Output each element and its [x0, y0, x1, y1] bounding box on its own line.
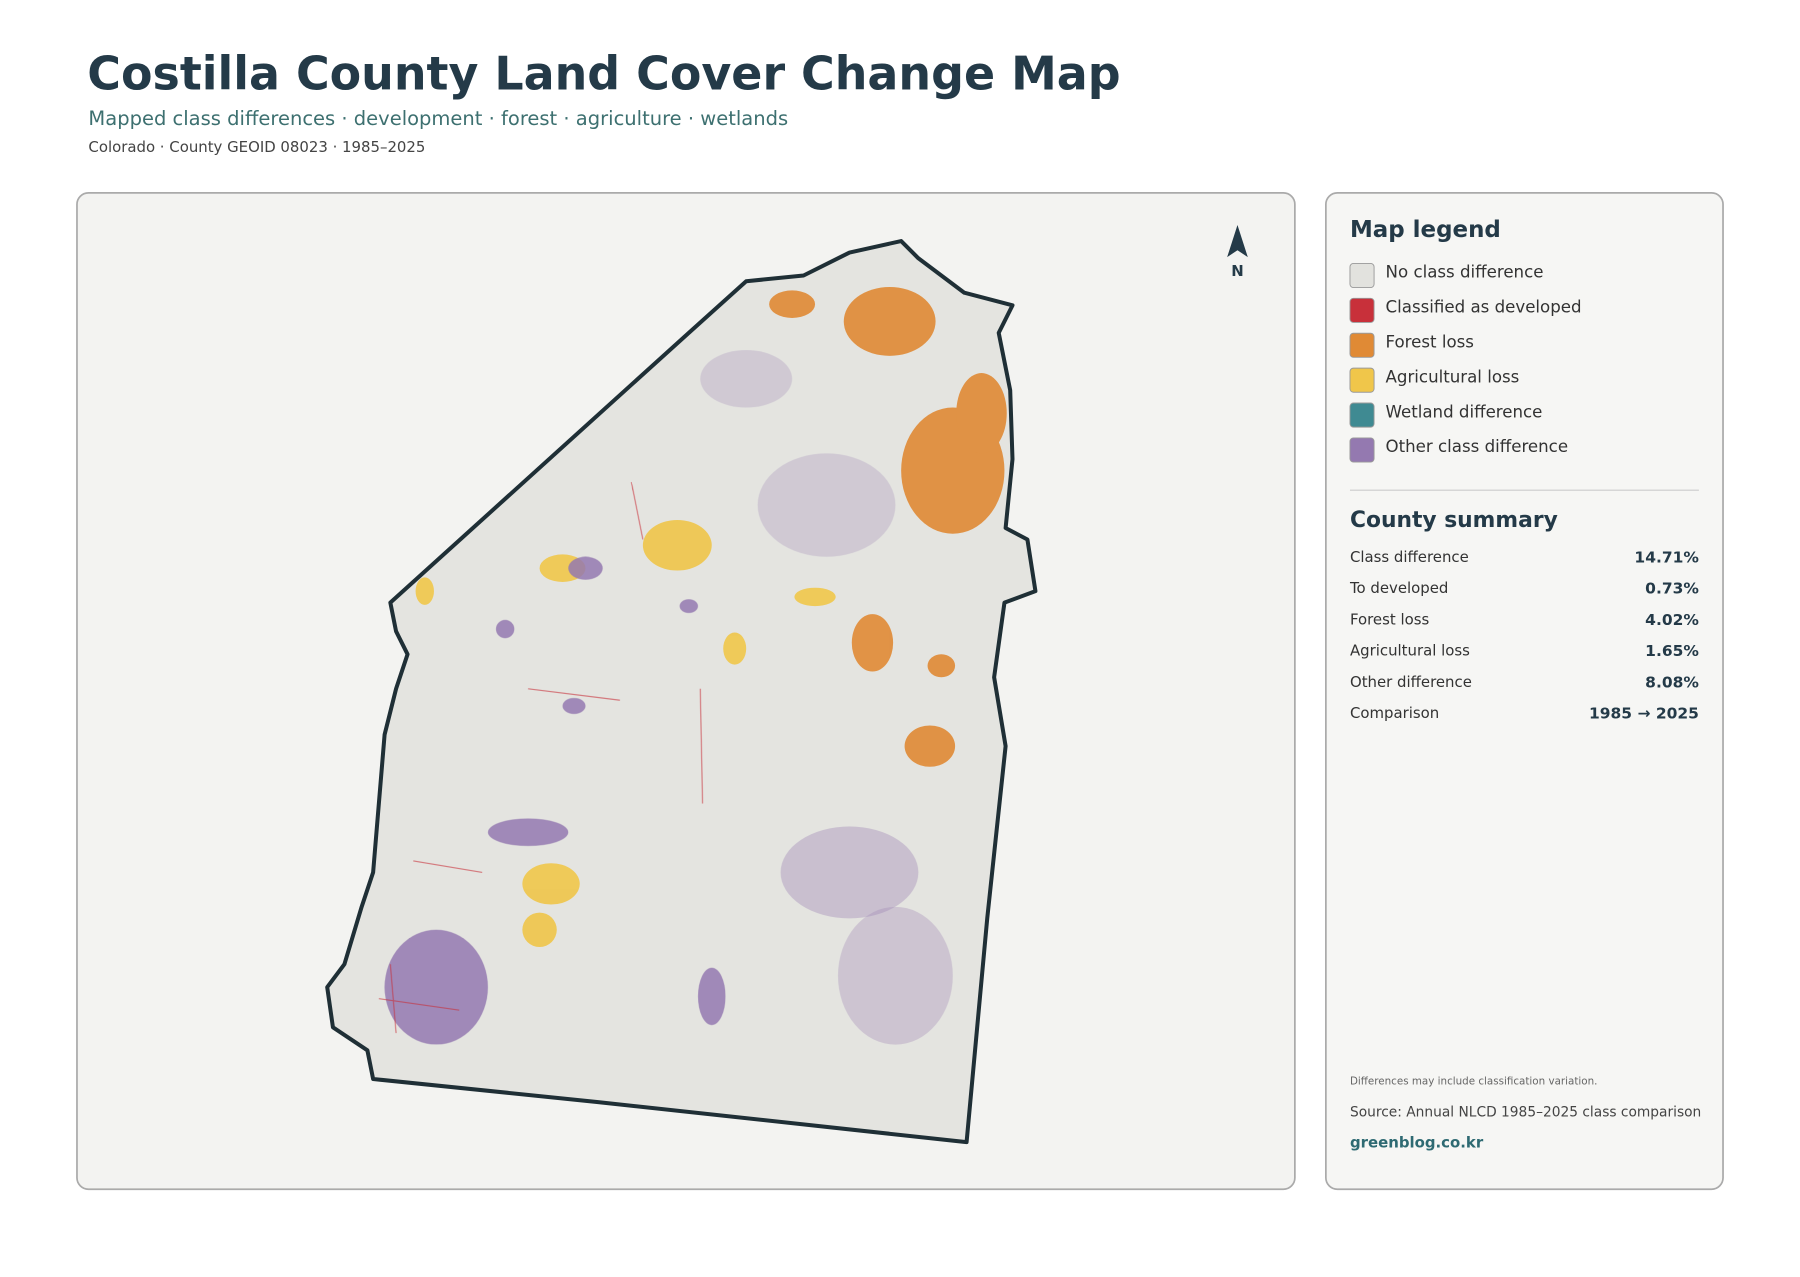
legend-swatch	[1349, 402, 1375, 428]
legend-swatch	[1349, 367, 1375, 393]
source: Source: Annual NLCD 1985–2025 class comp…	[1350, 1104, 1701, 1120]
legend-swatch	[1349, 332, 1375, 358]
meta: Colorado · County GEOID 08023 · 1985–202…	[88, 138, 425, 156]
summary-value: 1.65%	[1645, 642, 1699, 660]
summary: Class difference 14.71% To developed 0.73% F…	[1349, 548, 1699, 723]
north-arrow	[1227, 224, 1248, 258]
legend-label: Classified as developed	[1386, 298, 1582, 317]
summary-title: County summary	[1350, 508, 1558, 533]
title: Costilla County Land Cover Change Map	[87, 46, 1120, 100]
legend-swatch	[1349, 437, 1375, 463]
summary-label: Comparison	[1350, 704, 1439, 722]
developed-lines	[378, 481, 704, 1034]
legend-swatch	[1349, 262, 1375, 289]
legend: No class difference Classified as develop…	[1349, 262, 1582, 463]
legend-label: No class difference	[1386, 263, 1544, 282]
summary-value: 0.73%	[1645, 580, 1699, 598]
summary-label: Class difference	[1350, 548, 1469, 566]
legend-label: Agricultural loss	[1386, 367, 1520, 386]
summary-label: To developed	[1349, 579, 1448, 597]
county-shape	[325, 239, 1038, 1145]
legend-swatch	[1349, 297, 1375, 323]
county-map: N	[325, 224, 1248, 1145]
summary-label: Agricultural loss	[1350, 642, 1470, 660]
caveat: Differences may include classification v…	[1350, 1075, 1597, 1087]
subtitle: Mapped class differences · development ·…	[88, 107, 788, 130]
legend-label: Forest loss	[1386, 332, 1474, 351]
summary-value: 14.71%	[1634, 548, 1699, 566]
north-label: N	[1231, 262, 1243, 280]
summary-label: Other difference	[1350, 673, 1472, 691]
other-diff-patches	[384, 350, 953, 1045]
legend-title: Map legend	[1350, 217, 1501, 243]
legend-label: Other class difference	[1386, 437, 1569, 456]
summary-label: Forest loss	[1350, 610, 1430, 628]
legend-label: Wetland difference	[1386, 402, 1543, 421]
summary-value: 1985 → 2025	[1589, 704, 1699, 722]
summary-value: 4.02%	[1645, 611, 1699, 629]
side-panel	[1325, 191, 1724, 1191]
forest-loss-patches	[769, 286, 1007, 767]
summary-value: 8.08%	[1645, 673, 1699, 691]
site-link: greenblog.co.kr	[1350, 1133, 1484, 1151]
